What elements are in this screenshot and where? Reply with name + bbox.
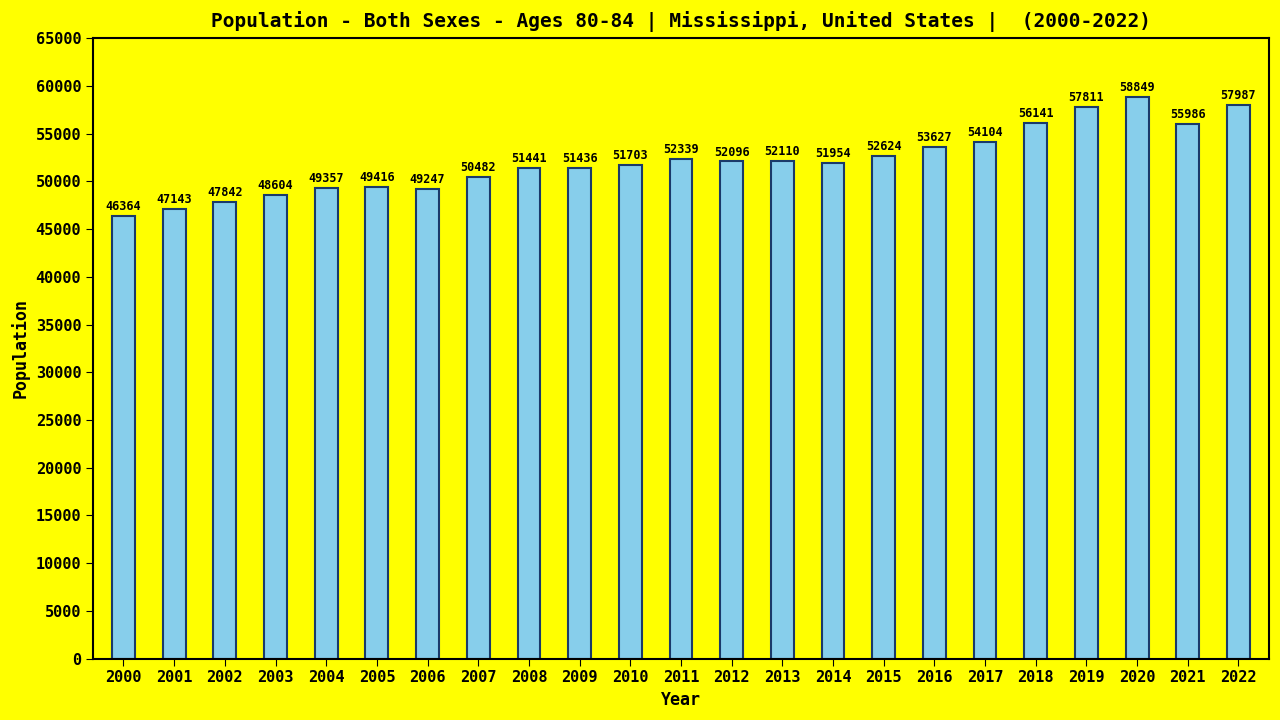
Bar xyxy=(1125,97,1148,659)
Text: 48604: 48604 xyxy=(257,179,293,192)
Text: 51703: 51703 xyxy=(613,149,648,162)
Bar xyxy=(771,161,794,659)
Text: 51954: 51954 xyxy=(815,147,851,160)
Bar xyxy=(1228,105,1249,659)
Text: 49247: 49247 xyxy=(410,173,445,186)
Text: 50482: 50482 xyxy=(461,161,497,174)
Text: 53627: 53627 xyxy=(916,131,952,144)
X-axis label: Year: Year xyxy=(660,691,701,709)
Bar xyxy=(113,216,134,659)
Bar xyxy=(1075,107,1098,659)
Text: 49416: 49416 xyxy=(360,171,394,184)
Bar xyxy=(467,177,490,659)
Text: 52339: 52339 xyxy=(663,143,699,156)
Bar xyxy=(366,187,388,659)
Text: 47842: 47842 xyxy=(207,186,243,199)
Y-axis label: Population: Population xyxy=(12,298,31,398)
Bar xyxy=(214,202,237,659)
Bar xyxy=(923,147,946,659)
Text: 52624: 52624 xyxy=(865,140,901,153)
Text: 52096: 52096 xyxy=(714,145,750,158)
Title: Population - Both Sexes - Ages 80-84 | Mississippi, United States |  (2000-2022): Population - Both Sexes - Ages 80-84 | M… xyxy=(211,11,1151,32)
Bar xyxy=(568,168,591,659)
Text: 49357: 49357 xyxy=(308,171,344,184)
Text: 47143: 47143 xyxy=(156,193,192,206)
Bar xyxy=(416,189,439,659)
Text: 52110: 52110 xyxy=(764,145,800,158)
Bar xyxy=(1176,125,1199,659)
Text: 54104: 54104 xyxy=(968,126,1004,140)
Bar xyxy=(620,165,641,659)
Bar xyxy=(872,156,895,659)
Text: 57987: 57987 xyxy=(1221,89,1256,102)
Text: 55986: 55986 xyxy=(1170,109,1206,122)
Text: 57811: 57811 xyxy=(1069,91,1105,104)
Bar xyxy=(264,194,287,659)
Bar xyxy=(822,163,845,659)
Bar xyxy=(669,159,692,659)
Bar xyxy=(974,143,996,659)
Bar xyxy=(1024,123,1047,659)
Text: 58849: 58849 xyxy=(1119,81,1155,94)
Bar xyxy=(315,187,338,659)
Text: 51436: 51436 xyxy=(562,152,598,165)
Text: 56141: 56141 xyxy=(1018,107,1053,120)
Text: 46364: 46364 xyxy=(106,200,141,213)
Bar xyxy=(517,168,540,659)
Text: 51441: 51441 xyxy=(511,152,547,165)
Bar xyxy=(721,161,744,659)
Bar xyxy=(163,209,186,659)
